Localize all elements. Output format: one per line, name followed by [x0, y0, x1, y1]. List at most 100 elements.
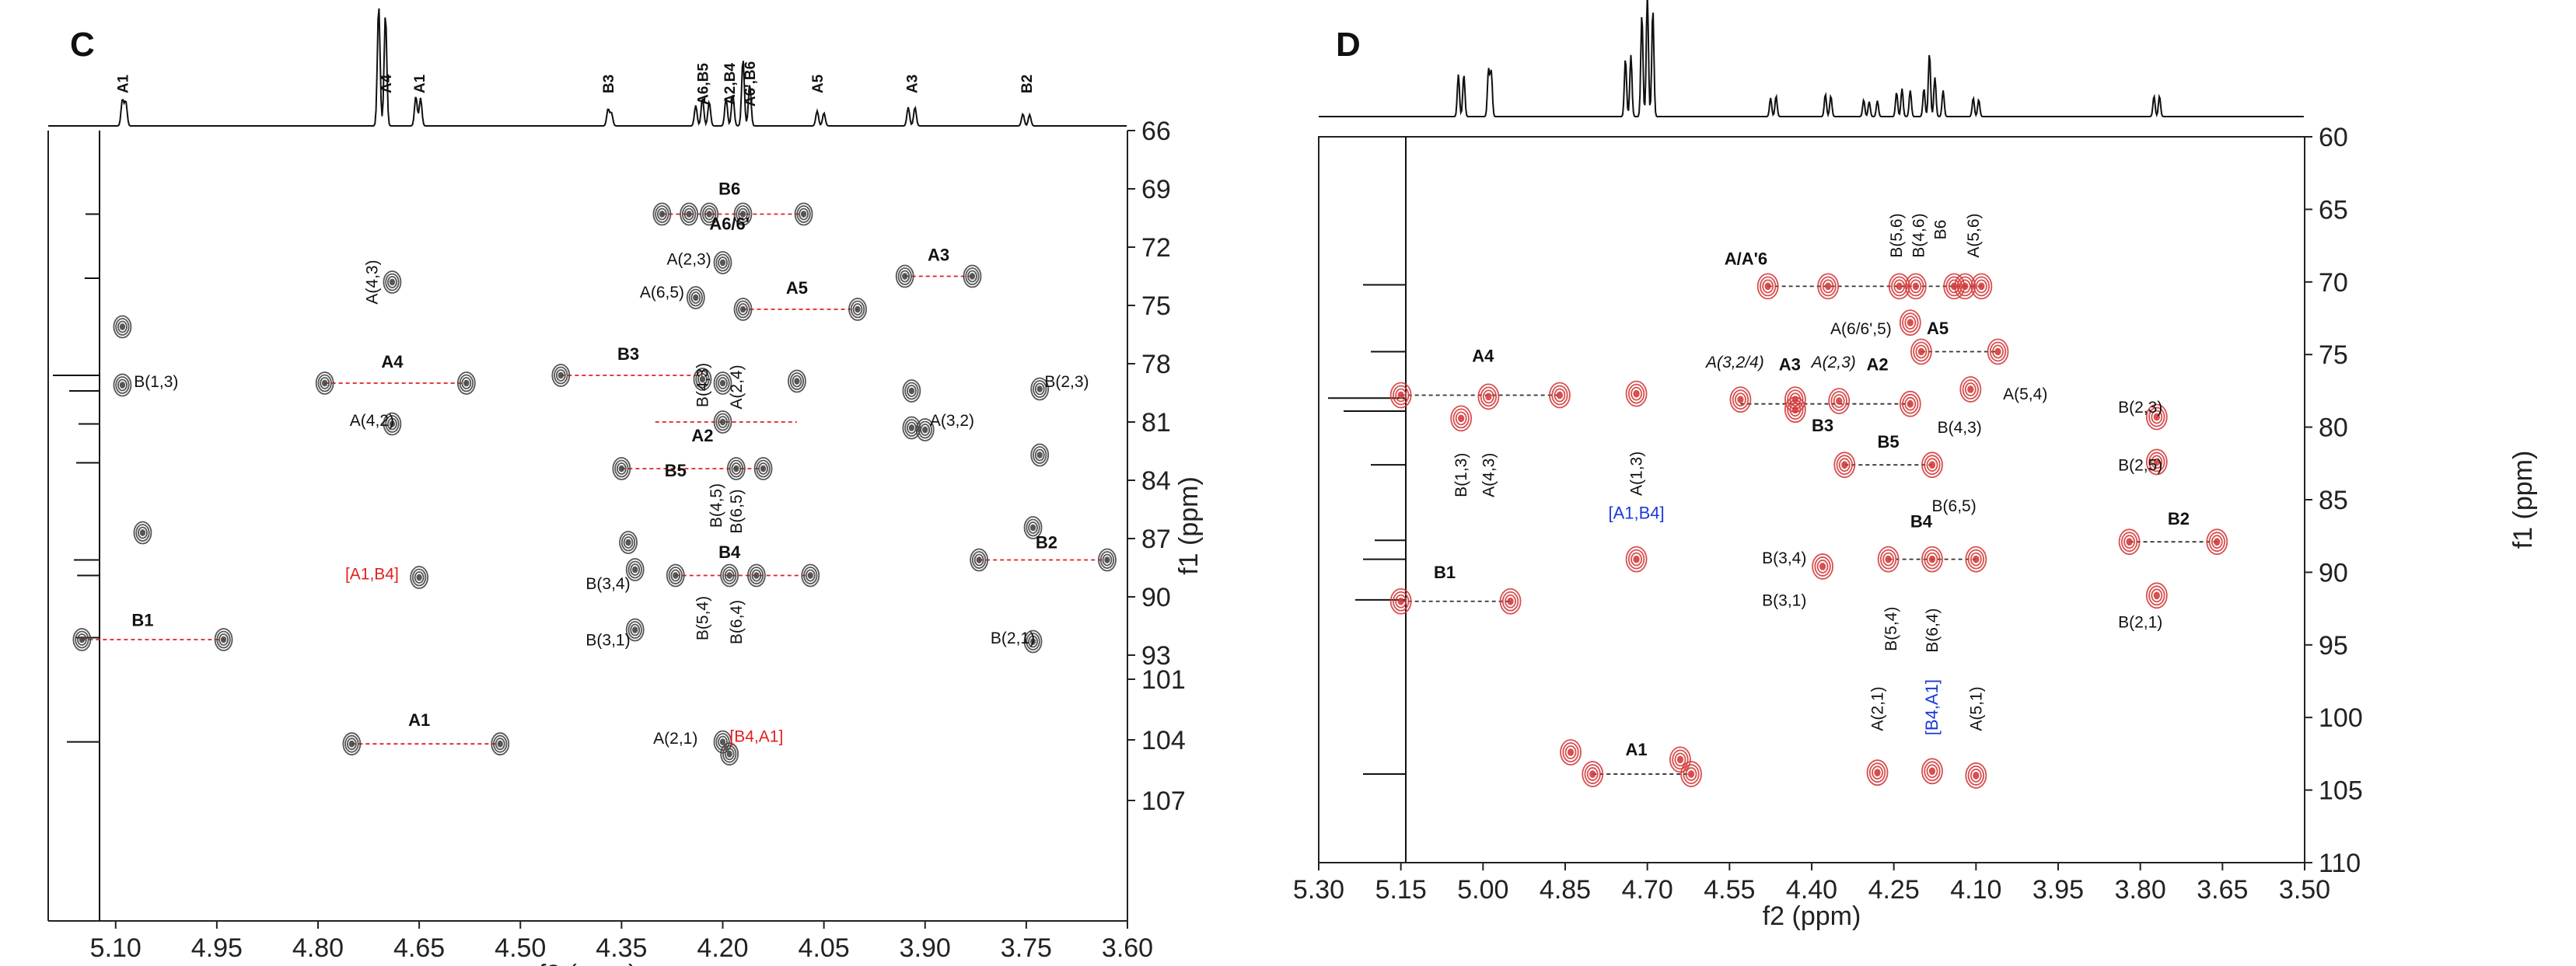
cross-peak	[1023, 629, 1043, 654]
cross-peak	[1582, 761, 1604, 787]
x-tick-label: 4.85	[1540, 875, 1591, 905]
cross-peak	[963, 264, 982, 288]
cross-peak	[652, 202, 672, 226]
spectrum-peak-label: A5	[810, 74, 827, 93]
cross-peak	[342, 732, 362, 756]
peak-annotation-vertical: A(4,3)	[363, 260, 381, 304]
x-tick-label: 3.60	[1102, 933, 1153, 963]
cross-peak	[1389, 382, 1412, 409]
peak-annotation: B1	[131, 611, 153, 630]
panel-d-svg: D 5.30 5.15 5.00 4.85 4.70 4.55 4.40 4.25 4.10 3.9…	[1293, 0, 2538, 931]
y-tick-label: 72	[1141, 233, 1171, 263]
peak-annotation: A2	[1866, 355, 1888, 375]
peak-annotation: [B4,A1]	[729, 728, 783, 746]
peak-annotation-vertical: A(1,3)	[1628, 452, 1646, 496]
peak-annotation: B(4,3)	[1938, 419, 1982, 437]
cross-peak	[788, 369, 806, 393]
cross-peak	[848, 298, 867, 321]
cross-peak	[915, 418, 935, 441]
peak-annotation: A2	[691, 426, 713, 445]
cross-peak	[1560, 739, 1582, 765]
cross-peak	[625, 618, 645, 642]
cross-peak	[113, 373, 132, 397]
peak-annotation: A3	[928, 246, 949, 265]
x-tick-label: 4.50	[495, 933, 546, 963]
cross-peak	[1669, 746, 1691, 773]
x-tick-label: 5.30	[1293, 875, 1344, 905]
cross-peak	[1625, 546, 1648, 573]
x-tick-label: 3.50	[2279, 875, 2330, 905]
carbon-projection	[1328, 137, 1407, 863]
cross-peak	[1921, 452, 1943, 479]
cross-peak	[625, 558, 645, 581]
cross-peak	[1389, 588, 1412, 615]
cross-peak	[2145, 448, 2168, 476]
peak-annotation-vertical: B(6,4)	[728, 600, 746, 644]
peak-annotation: B(2,1)	[2118, 613, 2162, 631]
peak-annotation: A(2,3)	[1810, 354, 1856, 371]
x-tick-label: 3.80	[2115, 875, 2166, 905]
peak-annotation: B(3,1)	[1762, 591, 1806, 609]
cross-peak	[726, 457, 746, 480]
peak-annotation: B(6,5)	[1932, 497, 1977, 515]
cross-peak	[383, 412, 402, 436]
x-tick-label: 5.00	[1457, 875, 1508, 905]
spectrum-peak-label: A1	[115, 74, 131, 93]
x-tick-label: 5.15	[1375, 875, 1427, 905]
cross-peak	[746, 563, 766, 588]
cross-peak	[1965, 762, 1987, 789]
cross-peak	[619, 531, 638, 554]
peak-annotation: B1	[1434, 563, 1456, 582]
peak-annotation: A6/6'	[709, 214, 750, 234]
cross-peak	[895, 264, 914, 288]
peak-annotation: B(3,4)	[1762, 549, 1806, 567]
peak-annotation: B5	[665, 461, 687, 480]
cross-peak	[1756, 273, 1779, 300]
peak-annotation: A(2,1)	[653, 730, 697, 748]
x-tick-label: 5.10	[90, 933, 142, 963]
y-tick-label: 87	[1141, 525, 1171, 554]
spectrum-peak-label: B2	[1019, 75, 1036, 93]
spectrum-peak-label: A3	[904, 75, 921, 93]
peak-annotation: A(4,2)	[350, 412, 394, 430]
peak-annotation-vertical: B(4,3)	[694, 363, 711, 407]
peak-annotation: A5	[1927, 319, 1949, 338]
cross-peak	[713, 730, 732, 754]
cross-peak	[1910, 338, 1932, 365]
proton-spectrum	[48, 8, 1127, 127]
peak-annotation: A4	[381, 352, 404, 371]
cross-peak	[720, 742, 739, 766]
cross-peak	[733, 298, 753, 321]
spectrum-peak-label: A2,B4	[722, 63, 739, 105]
cross-peak	[491, 732, 510, 756]
cross-peak	[1680, 761, 1702, 787]
peak-annotation-vertical: B(4,5)	[708, 483, 725, 528]
cross-peak	[1817, 273, 1840, 300]
spectrum-trace	[48, 8, 1127, 127]
y-tick-label: 80	[2319, 413, 2348, 443]
y-tick-label: 84	[1141, 466, 1171, 496]
x-tick-label: 3.75	[1001, 933, 1052, 963]
cross-peak	[113, 315, 132, 339]
x-tick-label: 4.10	[1950, 875, 2001, 905]
peak-annotation: B4	[718, 542, 741, 562]
y-tick-label: 105	[2319, 776, 2363, 806]
cross-peak	[1784, 396, 1806, 424]
cross-peak	[2206, 528, 2228, 556]
cross-peak	[383, 270, 402, 294]
peak-annotation-vertical: B(5,4)	[1882, 607, 1900, 651]
cross-peak	[1921, 758, 1943, 785]
cross-peak	[1030, 377, 1050, 401]
cross-peak	[1812, 553, 1833, 580]
x-tick-label: 4.70	[1622, 875, 1673, 905]
x-tick-label: 3.90	[900, 933, 951, 963]
y-tick-label: 93	[1141, 641, 1171, 671]
x-tick-label: 4.80	[292, 933, 344, 963]
x-tick-label: 4.25	[1868, 875, 1920, 905]
peak-annotation: B6	[718, 180, 740, 199]
cross-peak	[315, 371, 334, 395]
y-tick-label: 100	[2319, 703, 2363, 733]
peak-annotation: A1	[408, 710, 430, 730]
y-tick-label: 81	[1141, 408, 1171, 438]
cross-peak	[1866, 759, 1889, 786]
